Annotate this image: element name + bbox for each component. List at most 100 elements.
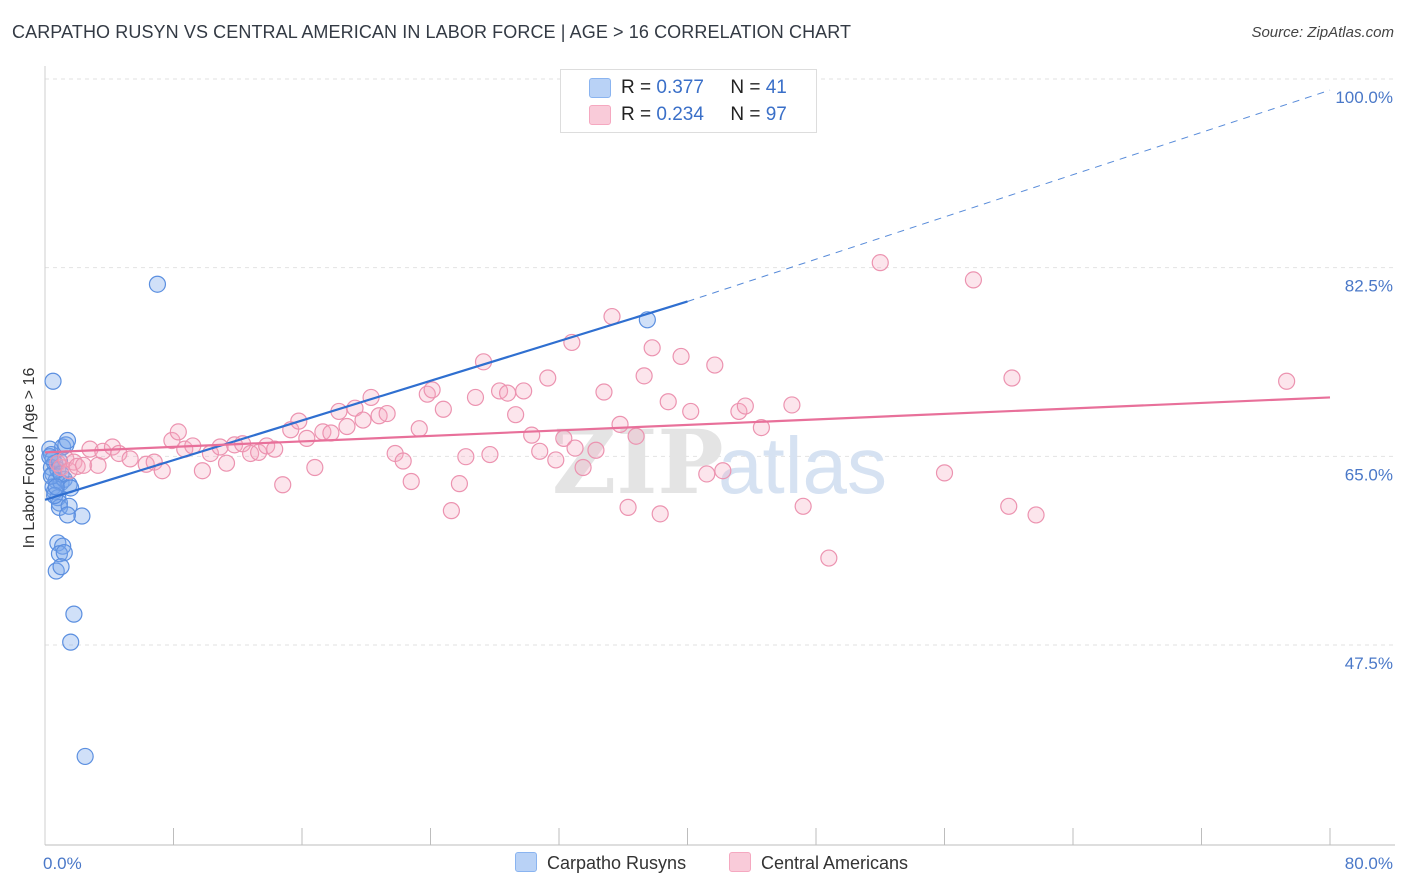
legend-r-value: 0.234 (656, 104, 704, 125)
bottom-legend-swatch-carpatho (515, 852, 537, 872)
x-tick-label: 0.0% (43, 854, 82, 873)
data-point-central (523, 426, 541, 444)
trend-line-central (44, 396, 1331, 454)
series-central-americans (49, 254, 1296, 567)
chart-title: CARPATHO RUSYN VS CENTRAL AMERICAN IN LA… (12, 22, 852, 42)
data-point-carpatho (148, 275, 167, 293)
legend-r-label: R = (621, 104, 652, 125)
data-point-central (434, 400, 452, 418)
data-point-central (481, 445, 499, 464)
watermark-atlas: atlas (718, 421, 887, 510)
data-point-central (354, 411, 372, 429)
data-point-central (499, 384, 517, 402)
data-point-central (211, 438, 229, 456)
data-point-central (1003, 369, 1021, 387)
data-point-carpatho (55, 544, 73, 562)
tick-labels: 100.0% 82.5% 65.0% 47.5% 0.0% 80.0% (43, 88, 1393, 873)
y-tick-label: 82.5% (1345, 277, 1393, 296)
data-point-central (574, 458, 592, 477)
x-tick-label: 80.0% (1345, 854, 1393, 873)
data-point-central (466, 388, 485, 407)
bottom-legend-label: Carpatho Rusyns (547, 853, 687, 873)
data-point-central (587, 441, 605, 459)
data-point-carpatho (47, 478, 65, 496)
data-point-central (217, 454, 236, 472)
data-point-central (169, 423, 187, 441)
data-point-central (736, 397, 754, 415)
data-point-central (450, 475, 469, 493)
data-point-central (74, 456, 93, 474)
data-point-central (935, 464, 954, 482)
data-point-central (1278, 372, 1296, 390)
data-point-central (1000, 497, 1018, 515)
data-point-carpatho (65, 605, 83, 623)
legend-r-label: R = (621, 77, 652, 98)
data-point-central (659, 393, 677, 411)
data-point-central (378, 404, 396, 423)
data-point-central (442, 502, 460, 520)
bottom-legend-swatch-central (729, 852, 751, 872)
data-point-central (627, 427, 645, 445)
data-point-central (68, 457, 86, 476)
data-point-central (547, 451, 565, 469)
legend-swatch-carpatho (589, 78, 611, 98)
data-point-central (163, 431, 181, 450)
data-point-carpatho (73, 507, 91, 525)
data-point-central (643, 339, 661, 357)
y-tick-label: 100.0% (1335, 88, 1393, 107)
data-point-central (394, 452, 412, 470)
data-point-central (672, 347, 690, 366)
data-point-carpatho (76, 747, 94, 766)
data-point-carpatho (60, 497, 78, 515)
data-point-carpatho (62, 633, 80, 651)
data-point-central (871, 254, 889, 272)
data-point-carpatho (62, 479, 80, 497)
data-point-central (515, 382, 533, 400)
legend: R = 0.377 N = 41 R = 0.234 N = 97 (560, 69, 817, 133)
bottom-legend-label: Central Americans (761, 853, 909, 873)
data-point-central (266, 440, 284, 458)
data-point-central (531, 442, 549, 460)
legend-n-value: 97 (765, 104, 787, 125)
trend-line-carpatho-extension (687, 89, 1331, 302)
data-point-central (595, 383, 613, 401)
data-point-central (566, 439, 584, 457)
data-point-central (121, 450, 139, 468)
bottom-legend-carpatho: Carpatho Rusyns (515, 852, 686, 874)
data-point-carpatho (58, 506, 77, 524)
bottom-legend-central: Central Americans (729, 852, 908, 874)
data-point-central (539, 369, 557, 387)
watermark: ZIP atlas (552, 410, 887, 514)
data-point-central (794, 497, 812, 515)
data-point-central (706, 356, 724, 374)
data-point-central (964, 271, 983, 289)
data-point-central (322, 424, 340, 442)
source-label: Source: ZipAtlas.com (1251, 24, 1394, 41)
data-point-central (423, 381, 441, 399)
data-point-central (298, 429, 316, 447)
data-point-central (193, 462, 212, 480)
legend-r-value: 0.377 (656, 77, 704, 98)
data-point-central (402, 472, 420, 491)
data-point-central (820, 549, 838, 567)
y-tick-label: 65.0% (1345, 465, 1393, 484)
data-point-central (611, 415, 629, 433)
data-point-central (635, 367, 653, 385)
data-point-central (306, 458, 324, 477)
legend-n-label: N = (730, 104, 761, 125)
data-point-carpatho (49, 534, 67, 552)
data-point-central (619, 498, 637, 516)
trend-line-carpatho (44, 300, 688, 501)
data-point-central (338, 417, 356, 436)
data-point-central (274, 476, 292, 494)
data-point-central (457, 448, 475, 466)
trend-lines (44, 89, 1331, 501)
data-point-carpatho (58, 431, 77, 450)
data-point-central (103, 438, 122, 456)
data-point-carpatho (44, 372, 62, 390)
series-carpatho-rusyns (41, 275, 656, 766)
y-tick-label: 47.5% (1345, 654, 1393, 673)
axes (44, 66, 1395, 846)
y-axis-label: In Labor Force | Age > 16 (21, 368, 38, 549)
